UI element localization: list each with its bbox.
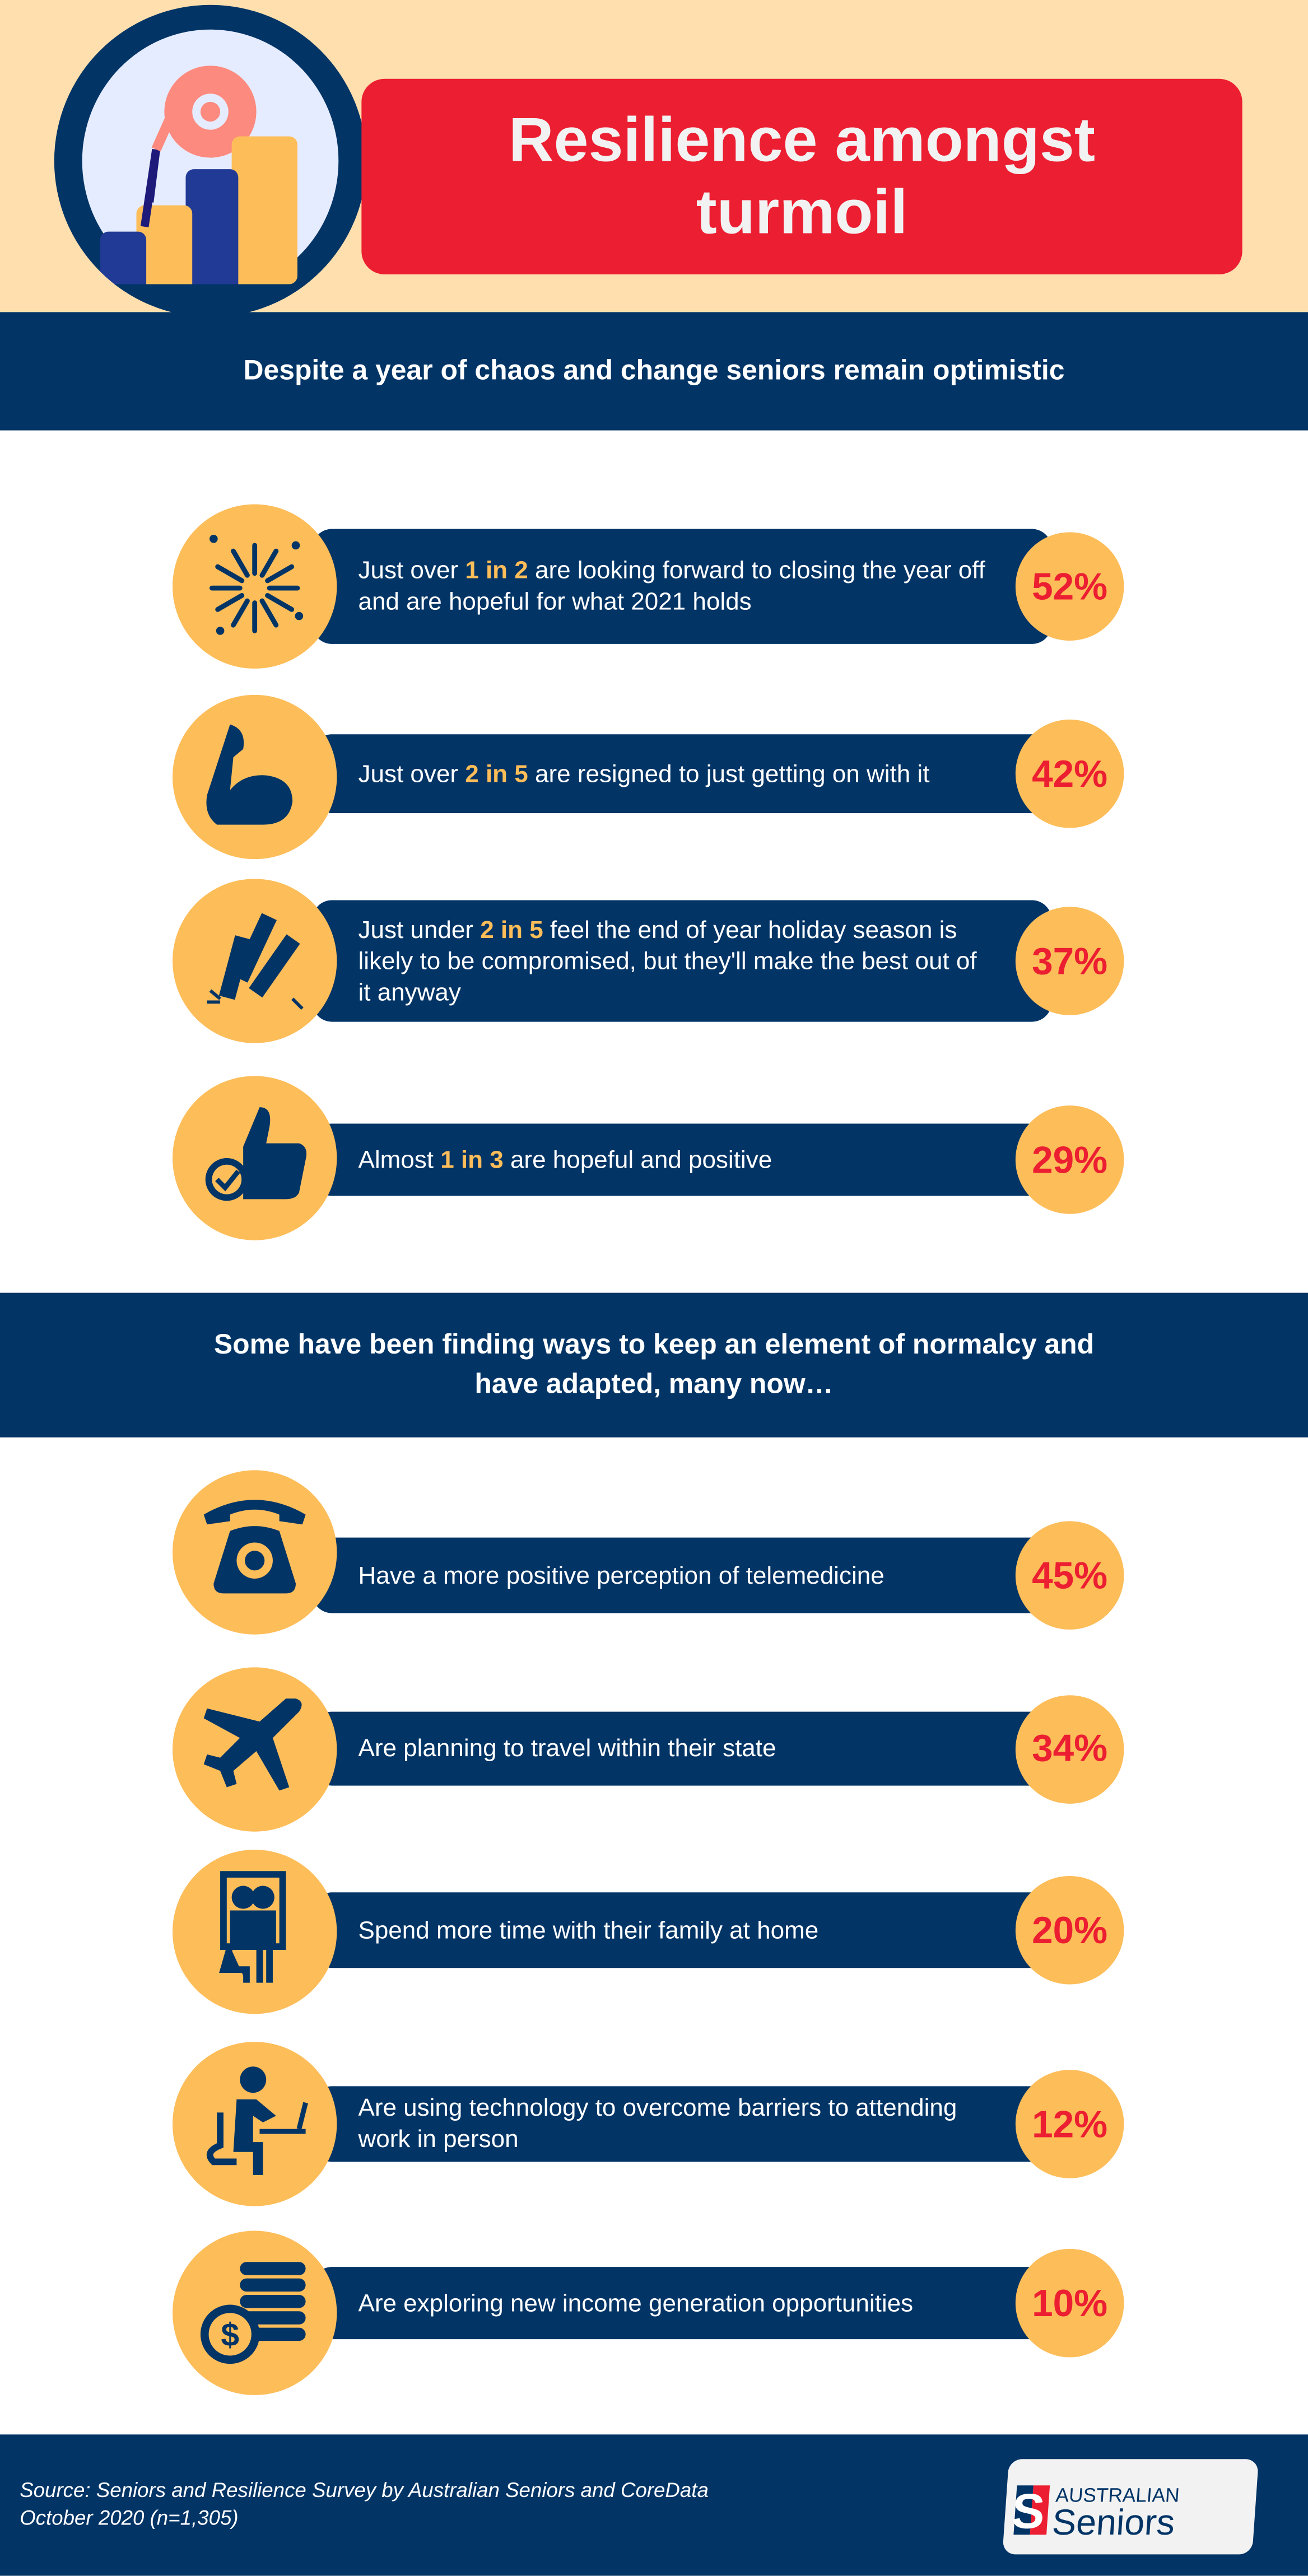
stat-highlight: 1 in 2 — [465, 557, 528, 585]
hero-illustration — [54, 4, 367, 318]
stat-percentage: 37% — [1015, 907, 1124, 1015]
stat-text: Are planning to travel within their stat… — [358, 1734, 776, 1763]
stat-text-pre: Just over — [358, 557, 466, 585]
icon-circle — [173, 1470, 337, 1635]
source-line-1: Source: Seniors and Resilience Survey by… — [20, 2479, 709, 2502]
thumbs-up-check-icon — [197, 1096, 312, 1220]
stat-text-pre: Just under — [358, 916, 481, 944]
telephone-icon — [197, 1491, 312, 1614]
icon-circle — [173, 1076, 337, 1240]
stat-text: Almost 1 in 3 are hopeful and positive — [358, 1144, 772, 1175]
stat-highlight: 2 in 5 — [465, 759, 528, 788]
firecrackers-icon — [197, 899, 312, 1023]
fireworks-icon — [197, 525, 312, 648]
stat-percentage: 10% — [1015, 2248, 1124, 2358]
coins-dollar-icon: $ — [197, 2251, 312, 2374]
stat-text: Just over 2 in 5 are resigned to just ge… — [358, 758, 929, 790]
stat-text-post: are looking forward to closing the year … — [358, 557, 985, 617]
stat-percentage: 34% — [1015, 1694, 1124, 1803]
stat-bar: Just over 1 in 2 are looking forward to … — [312, 529, 1052, 644]
stat-text: Have a more positive perception of telem… — [358, 1561, 885, 1590]
source-line-2: October 2020 (n=1,305) — [20, 2507, 239, 2530]
family-portrait-icon — [197, 1870, 312, 1994]
airplane-icon — [197, 1688, 312, 1811]
stat-bar: Are using technology to overcome barrier… — [312, 2086, 1052, 2162]
icon-circle — [173, 504, 337, 669]
stat-text: Are using technology to overcome barrier… — [358, 2094, 957, 2154]
remote-worker-icon — [197, 2062, 312, 2186]
stat-bar: Just under 2 in 5 feel the end of year h… — [312, 900, 1052, 1022]
stat-text-pre: Almost — [358, 1146, 441, 1174]
stat-text: Are exploring new income generation oppo… — [358, 2289, 914, 2317]
svg-text:AUSTRALIAN: AUSTRALIAN — [1055, 2485, 1180, 2507]
icon-circle — [173, 1850, 337, 2014]
stat-bar: Are planning to travel within their stat… — [312, 1711, 1052, 1786]
stat-percentage: 42% — [1015, 719, 1124, 828]
svg-text:Seniors: Seniors — [1051, 2502, 1176, 2542]
stat-text: Just under 2 in 5 feel the end of year h… — [358, 914, 986, 1007]
svg-text:S: S — [1010, 2484, 1047, 2539]
section1-heading: Despite a year of chaos and change senio… — [0, 312, 1308, 431]
icon-circle — [173, 879, 337, 1043]
stat-percentage: 45% — [1015, 1521, 1124, 1630]
section2-heading: Some have been finding ways to keep an e… — [0, 1292, 1308, 1438]
stat-text-post: feel the end of year holiday season is l… — [358, 916, 977, 1006]
stat-bar: Are exploring new income generation oppo… — [312, 2267, 1052, 2340]
stat-text-post: are hopeful and positive — [503, 1146, 772, 1174]
icon-circle — [173, 2042, 337, 2206]
stat-text: Just over 1 in 2 are looking forward to … — [358, 555, 986, 617]
stat-percentage: 12% — [1015, 2070, 1124, 2178]
stat-text-post: are resigned to just getting on with it — [528, 759, 930, 788]
svg-text:$: $ — [221, 2316, 239, 2352]
stat-percentage: 52% — [1015, 532, 1124, 641]
source-note: Source: Seniors and Resilience Survey by… — [20, 2477, 709, 2533]
stat-bar: Spend more time with their family at hom… — [312, 1892, 1052, 1968]
stat-bar: Have a more positive perception of telem… — [312, 1537, 1052, 1613]
stat-text-pre: Just over — [358, 759, 466, 788]
stat-highlight: 1 in 3 — [440, 1146, 504, 1174]
icon-circle: $ — [173, 2230, 337, 2395]
stat-bar: Just over 2 in 5 are resigned to just ge… — [312, 734, 1052, 814]
flexed-arm-icon — [197, 715, 312, 838]
stat-text: Spend more time with their family at hom… — [358, 1916, 819, 1944]
icon-circle — [173, 694, 337, 860]
stat-highlight: 2 in 5 — [480, 916, 543, 944]
page-title: Resilience amongst turmoil — [361, 78, 1242, 274]
stat-percentage: 29% — [1015, 1105, 1124, 1214]
australian-seniors-logo: S AUSTRALIAN Seniors — [1002, 2459, 1259, 2555]
icon-circle — [173, 1667, 337, 1832]
stat-bar: Almost 1 in 3 are hopeful and positive — [312, 1123, 1052, 1196]
stat-percentage: 20% — [1015, 1875, 1124, 1985]
